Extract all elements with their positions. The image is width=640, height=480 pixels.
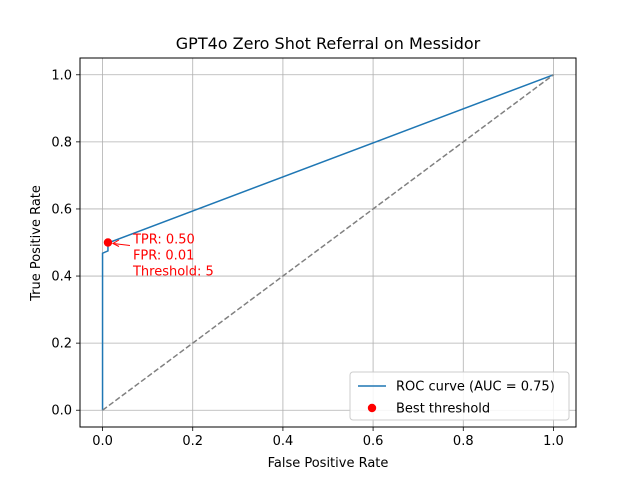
annotation-arrow-shaft (112, 243, 131, 246)
annotation-line: Threshold: 5 (132, 265, 214, 280)
y-axis-label: True Positive Rate (29, 185, 44, 302)
chart-title: GPT4o Zero Shot Referral on Messidor (176, 34, 481, 53)
x-tick-label: 1.0 (543, 434, 564, 449)
legend-roc-label: ROC curve (AUC = 0.75) (396, 380, 555, 395)
grid (80, 58, 576, 427)
y-tick-label: 0.2 (51, 337, 72, 352)
y-tick-label: 0.8 (51, 135, 72, 150)
annotation-line: FPR: 0.01 (133, 249, 194, 264)
best-threshold-point (103, 238, 113, 247)
legend-box (349, 371, 570, 421)
x-axis-label: False Positive Rate (268, 456, 389, 471)
legend-best-threshold-swatch (367, 403, 377, 413)
ticks: 0.0 0.2 0.4 0.6 0.8 1.0 0.0 0.2 0.4 0.6 0.8 1.0 (51, 68, 563, 449)
axes-frame (79, 57, 577, 428)
marker-layer (103, 238, 113, 247)
y-tick-label: 0.6 (51, 202, 72, 217)
y-tick-label: 0.4 (51, 270, 72, 285)
x-tick-label: 0.0 (92, 434, 113, 449)
annotation-arrow-head (111, 239, 120, 247)
y-tick-label: 1.0 (51, 68, 72, 83)
y-tick-label: 0.0 (51, 404, 72, 419)
chance-diagonal-line (102, 74, 554, 411)
x-tick-label: 0.6 (363, 434, 384, 449)
x-tick-label: 0.4 (273, 434, 294, 449)
x-tick-label: 0.8 (453, 434, 474, 449)
x-tick-label: 0.2 (182, 434, 203, 449)
legend: ROC curve (AUC = 0.75) Best threshold (349, 371, 570, 421)
annotation-line: TPR: 0.50 (132, 233, 195, 248)
legend-best-threshold-label: Best threshold (396, 402, 490, 417)
